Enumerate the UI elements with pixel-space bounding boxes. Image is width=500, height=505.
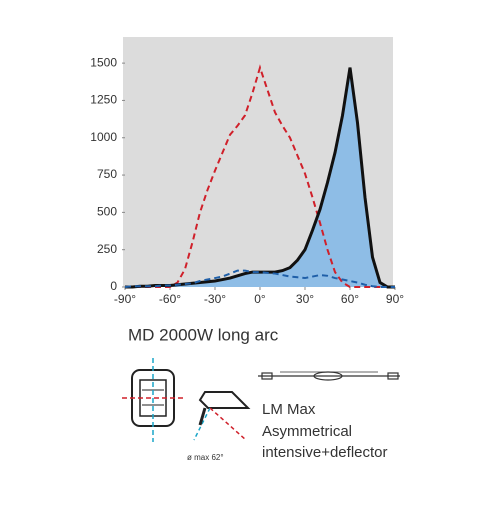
x-tick-label: 0° (254, 292, 266, 306)
y-tick-label: 1500 (90, 55, 117, 69)
y-tick-label: 1000 (90, 130, 117, 144)
y-tick-label: 0 (110, 279, 117, 293)
x-tick-label: 30° (296, 292, 314, 306)
luminaire-side-icon (193, 391, 251, 441)
x-tick-label: -30° (204, 292, 226, 306)
caption-line: LM Max (262, 401, 316, 418)
x-tick-label: -90° (114, 292, 136, 306)
luminaire-icon (122, 358, 186, 442)
y-tick-label: 500 (97, 205, 117, 219)
x-tick-label: -60° (159, 292, 181, 306)
x-tick-label: 60° (341, 292, 359, 306)
plot: 0 250 500 750 1000 1250 1500 -90° -60° -30° 0° 30° 6… (90, 55, 404, 306)
area (125, 67, 395, 287)
caption-line: Asymmetrical (262, 423, 352, 440)
y-tick-label: 750 (97, 167, 117, 181)
caption-line: intensive+deflector (262, 444, 388, 461)
y-tick-label: 1250 (90, 93, 117, 107)
angle-note: ø max 62° (187, 453, 224, 462)
y-tick-label: 250 (97, 242, 117, 256)
product-title: MD 2000W long arc (128, 325, 279, 344)
line (124, 269, 395, 288)
lamp-icon (258, 371, 400, 381)
x-tick-label: 90° (386, 292, 404, 306)
